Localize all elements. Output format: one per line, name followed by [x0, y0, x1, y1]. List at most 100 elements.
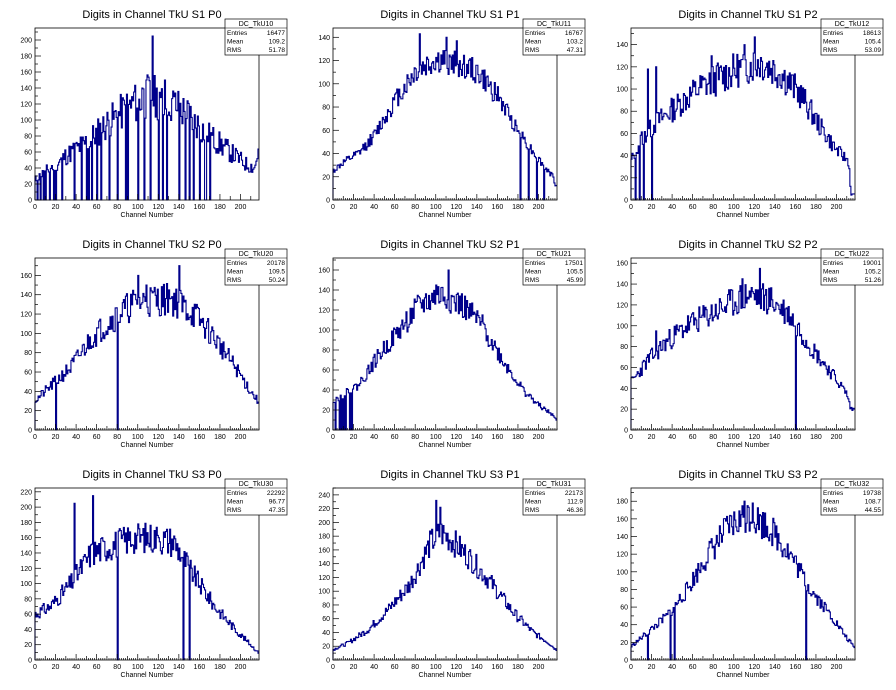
histogram-bars [630, 500, 855, 661]
y-tick-label: 200 [20, 505, 32, 512]
plot-frame [630, 27, 856, 201]
x-tick-label: 0 [629, 664, 633, 671]
histogram-bars [332, 33, 557, 201]
y-tick-label: 20 [322, 174, 330, 181]
plot-frame [34, 27, 260, 201]
y-tick-label: 0 [326, 658, 330, 665]
y-tick-label: 220 [20, 489, 32, 496]
stats-value: 109.2 [269, 39, 286, 46]
y-tick-label: 180 [318, 534, 330, 541]
x-tick-label: 180 [214, 434, 226, 441]
stats-box-frame [224, 248, 288, 286]
x-tick-label: 80 [411, 664, 419, 671]
y-tick-label: 0 [28, 428, 32, 435]
y-tick-label: 160 [20, 273, 32, 280]
stats-value: 112.9 [567, 499, 583, 506]
y-tick-label: 120 [318, 575, 330, 582]
histogram-panel: Digits in Channel TkU S2 P2 0 20 40 60 80 100 1… [616, 239, 884, 449]
x-axis-label: Channel Number [121, 212, 175, 219]
x-tick-label: 200 [235, 434, 247, 441]
histogram-panel: Digits in Channel TkU S3 P1 0 20 40 60 80 100 1… [318, 469, 586, 679]
x-tick-label: 200 [235, 204, 247, 211]
stats-box: DC_TkU31 Entries 22173 Mean 112.9 RMS 46.36 [522, 478, 586, 516]
x-tick-label: 120 [450, 204, 462, 211]
stats-box-frame [522, 478, 586, 516]
y-tick-label: 0 [326, 428, 330, 435]
x-tick-label: 100 [430, 664, 442, 671]
stats-label: Mean [227, 39, 244, 46]
x-tick-label: 20 [648, 434, 656, 441]
stats-box: DC_TkU22 Entries 19001 Mean 105.2 RMS 51.26 [820, 248, 884, 286]
x-tick-label: 60 [391, 434, 399, 441]
stats-value: 108.7 [865, 499, 882, 506]
y-tick-label: 100 [20, 331, 32, 338]
y-tick-label: 0 [624, 428, 628, 435]
stats-value: 105.2 [865, 269, 882, 276]
histogram-bars [34, 495, 259, 661]
y-tick-label: 0 [28, 658, 32, 665]
x-tick-label: 120 [748, 664, 760, 671]
x-tick-label: 0 [629, 434, 633, 441]
stats-label: Mean [525, 499, 542, 506]
y-tick-label: 100 [318, 81, 330, 88]
x-tick-label: 40 [72, 204, 80, 211]
y-tick-label: 240 [318, 492, 330, 499]
histogram-bars [332, 269, 557, 431]
x-tick-label: 80 [113, 434, 121, 441]
x-tick-label: 40 [72, 664, 80, 671]
stats-label: Entries [227, 260, 248, 267]
x-tick-label: 20 [350, 664, 358, 671]
y-tick-label: 60 [322, 368, 330, 375]
y-tick-label: 60 [24, 612, 32, 619]
histogram-title: Digits in Channel TkU S2 P2 [678, 239, 817, 251]
y-tick-label: 140 [616, 42, 628, 49]
y-tick-label: 80 [322, 105, 330, 112]
stats-label: Mean [525, 39, 542, 46]
x-tick-label: 40 [370, 204, 378, 211]
histogram-bars [34, 35, 259, 201]
histogram-title: Digits in Channel TkU S1 P0 [82, 9, 221, 21]
stats-label: Mean [525, 269, 542, 276]
stats-value: 19738 [863, 490, 881, 497]
stats-value: 105.5 [567, 269, 584, 276]
x-tick-label: 200 [831, 434, 843, 441]
stats-box: DC_TkU20 Entries 20178 Mean 109.5 RMS 50.24 [224, 248, 288, 286]
y-tick-label: 120 [318, 308, 330, 315]
y-tick-label: 20 [322, 644, 330, 651]
x-tick-label: 200 [235, 664, 247, 671]
stats-label: RMS [227, 507, 242, 514]
y-tick-label: 140 [318, 35, 330, 42]
x-tick-label: 60 [689, 664, 697, 671]
stats-label: Mean [823, 499, 840, 506]
histogram-panel: Digits in Channel TkU S3 P0 0 20 40 60 80 100 1… [20, 469, 288, 679]
stats-box-frame [224, 478, 288, 516]
x-tick-label: 120 [152, 204, 164, 211]
x-tick-label: 60 [93, 434, 101, 441]
stats-label: Entries [227, 490, 248, 497]
y-tick-label: 140 [20, 550, 32, 557]
x-tick-label: 40 [370, 434, 378, 441]
stats-label: Entries [525, 260, 546, 267]
x-tick-label: 120 [450, 664, 462, 671]
stats-label: RMS [525, 47, 540, 54]
x-tick-label: 40 [668, 664, 676, 671]
stats-value: 47.35 [269, 507, 286, 514]
y-tick-label: 100 [616, 87, 628, 94]
y-tick-label: 20 [24, 182, 32, 189]
y-tick-label: 80 [620, 344, 628, 351]
x-tick-label: 0 [33, 204, 37, 211]
stats-value: 105.4 [865, 39, 882, 46]
stats-name: DC_TkU30 [239, 481, 274, 488]
stats-box-frame [820, 18, 884, 56]
x-tick-label: 80 [709, 434, 717, 441]
y-tick-label: 20 [620, 407, 628, 414]
stats-value: 16477 [267, 30, 285, 37]
stats-value: 18613 [863, 30, 881, 37]
y-tick-label: 100 [20, 118, 32, 125]
x-tick-label: 100 [132, 434, 144, 441]
x-tick-label: 0 [33, 434, 37, 441]
y-tick-label: 100 [616, 323, 628, 330]
x-tick-label: 140 [471, 664, 483, 671]
x-tick-label: 80 [113, 204, 121, 211]
x-tick-label: 200 [831, 204, 843, 211]
